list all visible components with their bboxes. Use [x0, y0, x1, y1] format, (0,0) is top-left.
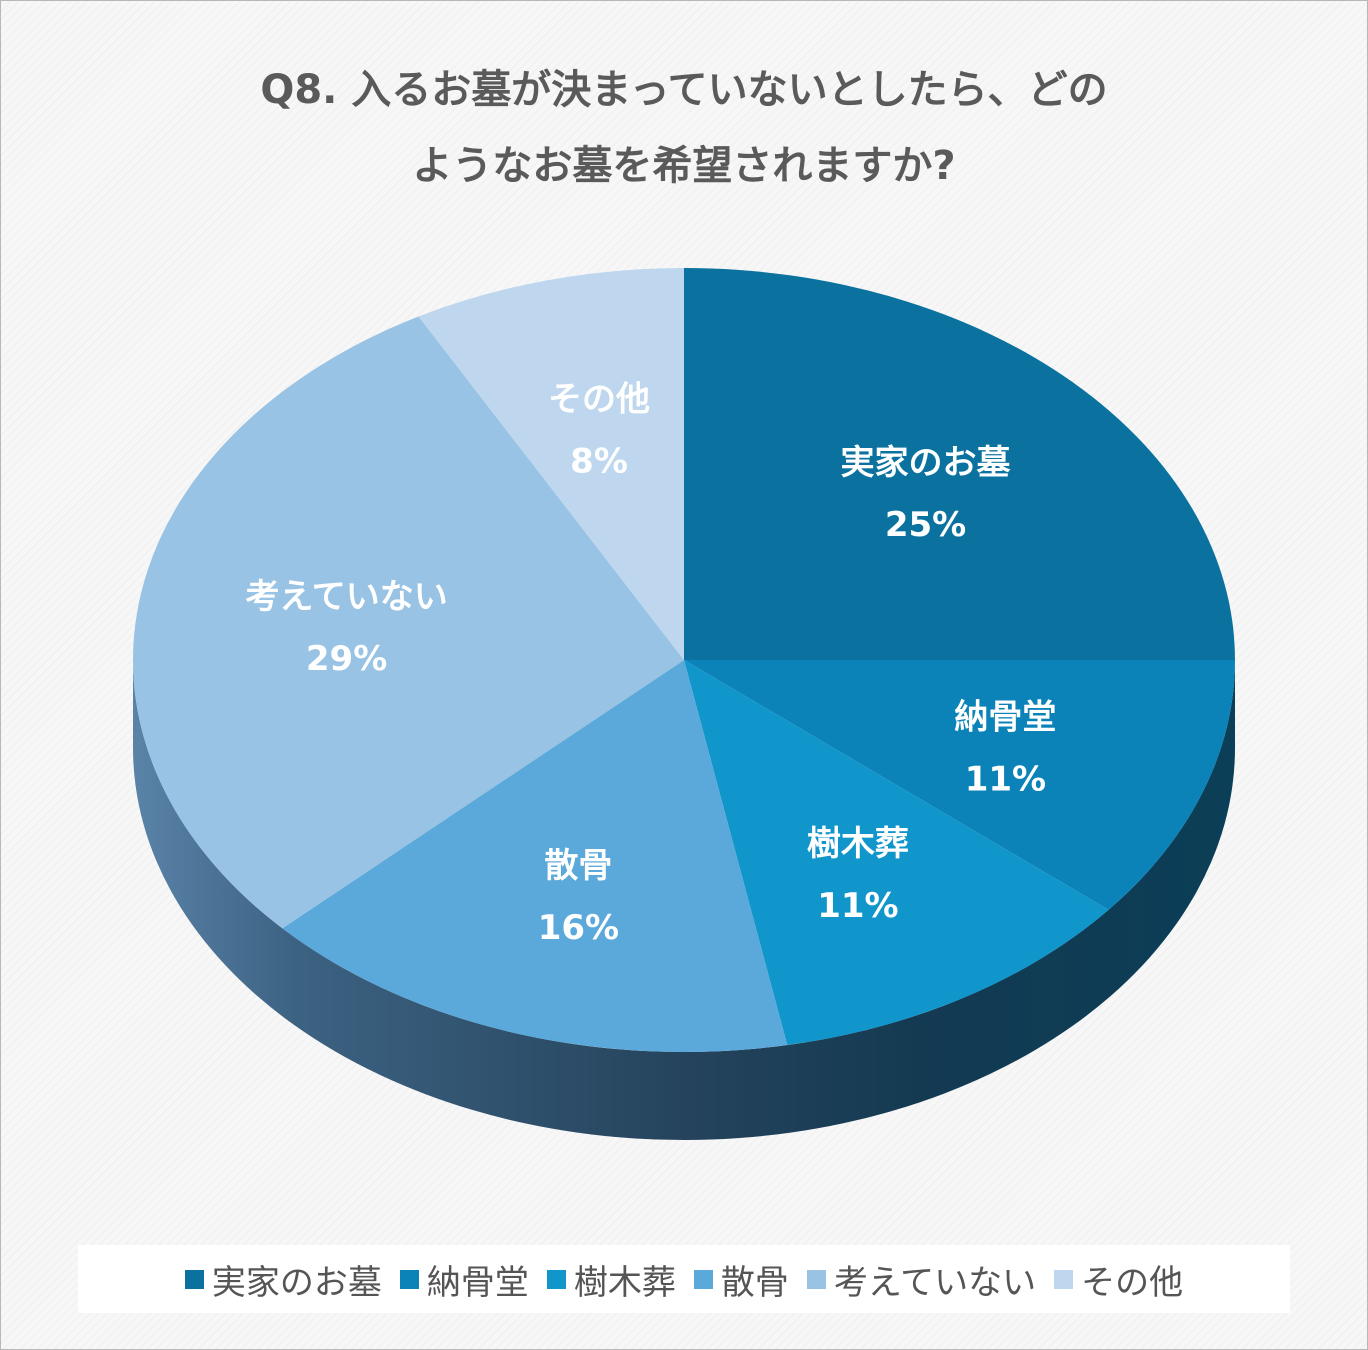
legend-swatch [399, 1269, 419, 1289]
chart-title-line-1: Q8. 入るお墓が決まっていないとしたら、どの [260, 67, 1108, 113]
legend-label: その他 [1081, 1262, 1184, 1303]
slice-label-name: 考えていない [245, 577, 447, 617]
slice-label-name: その他 [548, 380, 650, 420]
slice-label-name: 樹木葬 [807, 824, 909, 864]
chart-legend: 実家のお墓 納骨堂 樹木葬 散骨 考えていない その他 [78, 1245, 1290, 1313]
pie-slice [418, 268, 684, 660]
slice-label-value: 29% [306, 639, 387, 679]
legend-entry: 考えていない [806, 1255, 1037, 1304]
legend-entry: 実家のお墓 [184, 1255, 382, 1304]
legend-entry: 樹木葬 [546, 1255, 676, 1304]
slice-label-value: 11% [817, 886, 898, 926]
legend-swatch [693, 1269, 713, 1289]
legend-entry: その他 [1054, 1255, 1183, 1304]
legend-swatch [806, 1269, 826, 1289]
pie-slice [684, 660, 1109, 1046]
chart-title-line-2: ようなお墓を希望されますか? [412, 143, 956, 189]
legend-swatch [1054, 1269, 1074, 1289]
slice-label-name: 納骨堂 [954, 697, 1056, 737]
pie-top [133, 268, 1235, 1053]
slice-label-name: 実家のお墓 [841, 443, 1012, 483]
pie-labels: 実家のお墓 25% 納骨堂 11% 樹木葬 11% 散骨 16% 考えていない 29% その他 8% [245, 380, 1056, 949]
pie-slice [282, 660, 788, 1053]
legend-swatch [546, 1269, 566, 1289]
legend-label: 樹木葬 [573, 1262, 676, 1303]
slice-label-value: 16% [538, 908, 619, 948]
chart-title: Q8. 入るお墓が決まっていないとしたら、どの ようなお墓を希望されますか? [0, 52, 1368, 204]
pie-chart: 実家のお墓 25% 納骨堂 11% 樹木葬 11% 散骨 16% 考えていない 29% その他 8% [133, 268, 1235, 1140]
legend-entry: 納骨堂 [399, 1255, 529, 1304]
legend-swatch [184, 1269, 204, 1289]
legend-label: 納骨堂 [426, 1262, 529, 1303]
slice-label-value: 8% [570, 442, 628, 482]
legend-label: 実家のお墓 [211, 1262, 382, 1303]
pie-side-wall [133, 660, 1235, 1140]
slice-label-value: 25% [885, 505, 966, 545]
legend-entry: 散骨 [693, 1255, 789, 1304]
legend-label: 考えていない [833, 1262, 1037, 1303]
pie-side-wall-surface [133, 660, 1235, 1140]
pie-slice [684, 268, 1235, 660]
legend-label: 散骨 [720, 1262, 789, 1303]
pie-slice [133, 316, 684, 929]
pie-slice [684, 660, 1235, 910]
slice-label-value: 11% [965, 759, 1046, 799]
slice-label-name: 散骨 [544, 846, 612, 886]
